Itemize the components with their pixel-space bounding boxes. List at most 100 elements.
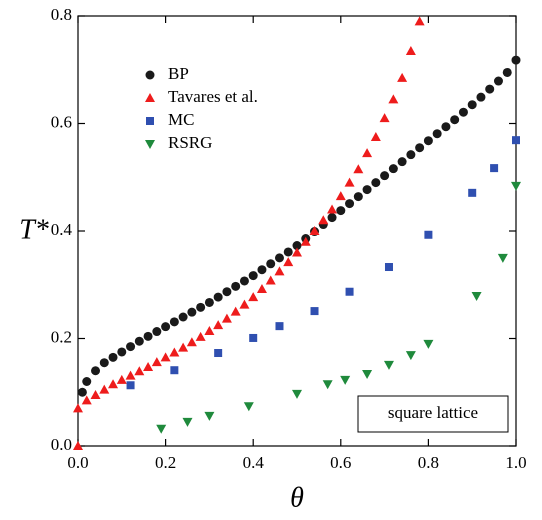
point	[327, 213, 337, 223]
point	[77, 387, 87, 397]
point	[335, 191, 346, 201]
point	[170, 366, 179, 375]
point	[353, 192, 363, 202]
point	[512, 136, 520, 145]
point	[117, 347, 127, 357]
point	[493, 76, 503, 86]
point	[213, 320, 224, 330]
point	[353, 164, 364, 174]
point	[248, 292, 259, 302]
plot-frame	[77, 15, 517, 447]
point	[388, 94, 399, 104]
y-tick-label: 0.6	[51, 112, 72, 131]
y-axis-label: T*	[19, 214, 49, 245]
point	[152, 327, 162, 337]
point	[458, 107, 468, 117]
legend-label: RSRG	[168, 133, 212, 152]
point	[243, 402, 254, 412]
point	[362, 185, 372, 195]
point	[415, 143, 425, 153]
point	[345, 287, 354, 296]
point	[169, 347, 180, 357]
y-tick-label: 0.2	[51, 327, 72, 346]
point	[143, 331, 153, 341]
legend-label: Tavares et al.	[168, 87, 258, 106]
point	[383, 360, 394, 370]
point	[125, 370, 136, 380]
point	[222, 287, 232, 297]
point	[309, 226, 320, 235]
point	[322, 380, 333, 390]
point	[423, 136, 433, 146]
point	[178, 342, 189, 352]
point	[99, 358, 109, 368]
point	[73, 403, 83, 413]
point	[126, 342, 136, 352]
point	[134, 336, 144, 346]
x-tick-label: 1.0	[505, 453, 526, 472]
point	[497, 253, 508, 263]
point	[467, 100, 477, 110]
point	[344, 177, 355, 187]
x-tick-label: 0.2	[155, 453, 176, 472]
point	[379, 113, 390, 123]
point	[397, 157, 407, 167]
point	[73, 441, 83, 450]
point	[169, 317, 179, 327]
point	[108, 379, 119, 389]
legend-label: MC	[168, 110, 194, 129]
point	[187, 307, 197, 317]
point	[204, 325, 215, 335]
point	[424, 230, 433, 239]
point	[432, 129, 442, 139]
point	[380, 171, 390, 181]
point	[151, 357, 162, 367]
point	[476, 92, 486, 102]
point	[340, 375, 351, 385]
point	[266, 259, 276, 269]
y-tick-label: 0.0	[51, 435, 72, 454]
point	[450, 115, 460, 125]
point	[196, 302, 206, 312]
point	[485, 84, 495, 94]
y-tick-label: 0.4	[51, 220, 73, 239]
point	[414, 16, 425, 26]
point	[471, 292, 482, 302]
point	[384, 263, 393, 272]
point	[423, 339, 434, 349]
point	[362, 148, 373, 158]
point	[213, 292, 223, 302]
point	[265, 275, 276, 285]
y-tick-label: 0.8	[51, 5, 72, 24]
point	[274, 266, 285, 276]
point	[186, 337, 197, 347]
point	[310, 307, 319, 316]
x-axis-label: θ	[290, 482, 304, 513]
point	[221, 313, 232, 323]
point	[99, 384, 110, 394]
point	[256, 284, 267, 294]
point	[239, 299, 250, 309]
point	[300, 236, 311, 246]
point	[468, 188, 477, 197]
point	[388, 164, 398, 174]
point	[292, 247, 302, 257]
point	[318, 215, 329, 225]
x-tick-label: 0.0	[67, 453, 88, 472]
point	[397, 72, 408, 82]
point	[370, 131, 381, 141]
point	[511, 55, 521, 65]
point	[204, 411, 215, 421]
point	[327, 204, 338, 214]
point	[108, 352, 118, 362]
point	[182, 417, 193, 427]
legend-marker	[145, 70, 155, 80]
annotation-box	[357, 395, 509, 433]
legend-label: BP	[168, 64, 189, 83]
point	[91, 366, 101, 376]
x-tick-label: 0.8	[418, 453, 439, 472]
point	[345, 199, 355, 209]
point	[126, 381, 135, 390]
point	[134, 366, 145, 376]
point	[274, 253, 284, 263]
